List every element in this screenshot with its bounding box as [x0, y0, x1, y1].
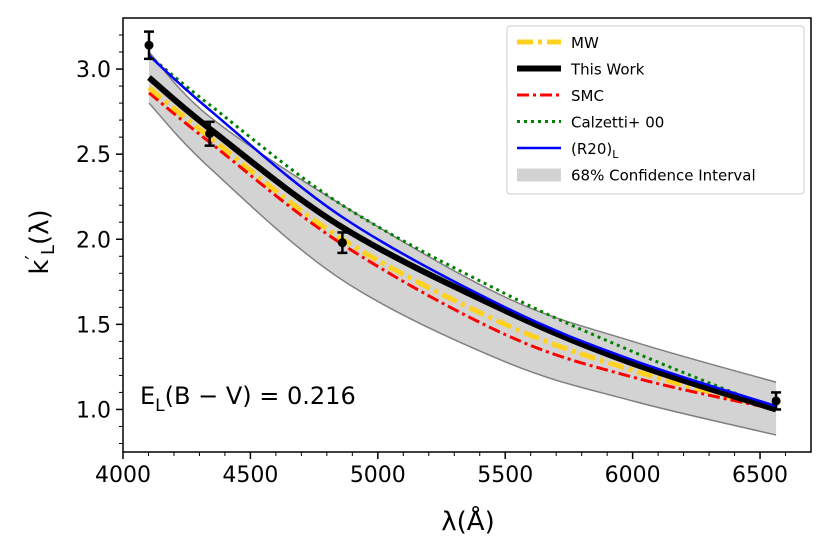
y-tick-label: 1.0	[76, 398, 111, 423]
legend-label: (R20)L	[571, 140, 619, 161]
x-tick-label: 5000	[350, 463, 406, 488]
confidence-band-fill	[148, 52, 777, 435]
legend-label: SMC	[571, 87, 604, 105]
y-axis-label: k′L(λ)	[21, 209, 59, 274]
observation-points-layer	[143, 30, 782, 411]
legend-box	[506, 25, 805, 195]
data-point-marker	[144, 40, 154, 50]
data-point	[337, 231, 348, 255]
legend-label: 68% Confidence Interval	[571, 167, 756, 185]
x-tick-label: 6000	[605, 463, 661, 488]
legend-swatch	[517, 168, 561, 182]
y-axis-label-main: k	[25, 260, 55, 275]
data-point	[204, 120, 215, 147]
legend-entry-calzetti-00: Calzetti+ 00	[517, 114, 664, 132]
legend-entry-this-work: This Work	[517, 61, 645, 79]
x-tick-label: 4500	[222, 463, 278, 488]
legend-entry-mw: MW	[517, 34, 599, 52]
y-axis-label-sub: L	[38, 245, 59, 255]
legend: MW This Work SMC Calzetti+ 00 (R20)L 68% Conf…	[506, 25, 805, 195]
legend-label: Calzetti+ 00	[571, 114, 664, 132]
x-tick-label: 4000	[95, 463, 151, 488]
y-tick-label: 3.0	[76, 58, 111, 83]
data-point	[143, 30, 154, 61]
data-point-marker	[337, 238, 347, 248]
series-line-mw	[147, 85, 777, 412]
series-line-r20	[148, 54, 777, 408]
legend-entry-smc: SMC	[517, 87, 604, 105]
y-tick-label: 1.5	[76, 313, 111, 338]
y-axis-ticks: 1.0 1.5 2.0 2.5 3.0	[76, 34, 123, 444]
y-axis-label-arg: (λ)	[25, 209, 55, 245]
confidence-band-lower-edge	[148, 102, 777, 436]
legend-label: MW	[571, 34, 599, 52]
x-tick-label: 6500	[732, 463, 788, 488]
x-axis-label: λ(Å)	[441, 505, 494, 537]
x-tick-label: 5500	[477, 463, 533, 488]
color-excess-annotation: EL(B − V) = 0.216	[140, 382, 356, 416]
data-point	[771, 391, 782, 411]
x-axis-ticks: 4000 4500 5000 5500 6000 6500	[95, 452, 788, 488]
annotation-sub: L	[155, 396, 165, 416]
confidence-band-layer	[148, 51, 777, 436]
annotation-prefix: E	[140, 382, 155, 410]
legend-entry-r20: (R20)L	[517, 140, 619, 161]
legend-label-sub: L	[612, 148, 619, 161]
annotation-body: (B − V) = 0.216	[165, 382, 356, 410]
y-tick-label: 2.0	[76, 228, 111, 253]
confidence-band-upper-edge	[148, 51, 777, 383]
series-line-calzetti-00	[148, 54, 777, 411]
y-axis-label-prime: ′	[21, 255, 45, 260]
plot-frame	[122, 17, 812, 453]
y-tick-label: 2.5	[76, 143, 111, 168]
data-point-marker	[205, 129, 215, 139]
legend-label: This Work	[570, 61, 645, 79]
data-point-marker	[771, 396, 781, 406]
legend-entry-68-confidence-interval: 68% Confidence Interval	[517, 167, 756, 185]
